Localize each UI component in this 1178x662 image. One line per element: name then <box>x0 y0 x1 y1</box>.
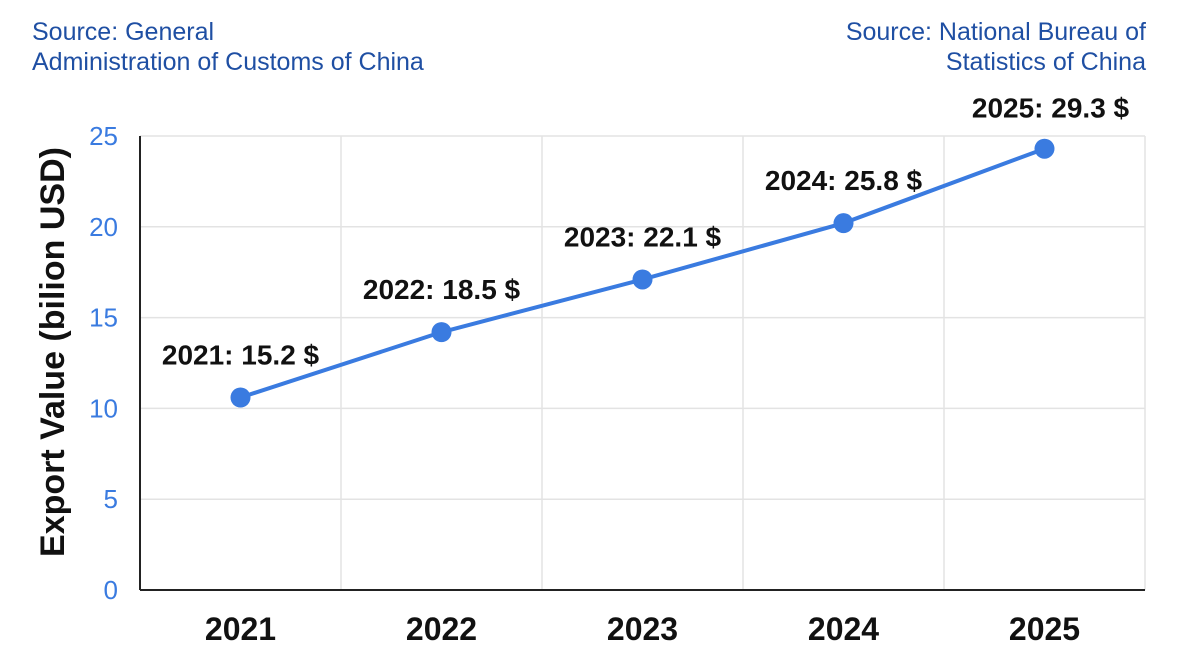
y-tick-label: 0 <box>104 575 118 605</box>
data-label: 2021: 15.2 $ <box>162 340 320 371</box>
source-left-line-1: Source: General <box>32 18 215 46</box>
data-label: 2025: 29.3 $ <box>972 93 1130 124</box>
x-tick-label: 2025 <box>1009 611 1080 647</box>
source-right-line-2: Statistics of China <box>945 48 1146 76</box>
data-point <box>230 387 251 408</box>
x-tick-label: 2023 <box>607 611 678 647</box>
data-labels: 2021: 15.2 $ 2022: 18.5 $ 2023: 22.1 $ 2024… <box>162 93 1130 371</box>
x-tick-label: 2021 <box>205 611 276 647</box>
data-point <box>431 322 452 343</box>
source-note-left: Source: General Administration of Custom… <box>32 17 424 77</box>
y-tick-label: 15 <box>89 303 118 333</box>
source-right-line-1: Source: National Bureau of <box>845 18 1146 46</box>
x-tick-label: 2024 <box>808 611 879 647</box>
axes <box>139 136 1145 591</box>
data-point <box>833 213 854 234</box>
y-tick-label: 5 <box>104 484 118 514</box>
data-points <box>230 138 1055 408</box>
y-tick-label: 10 <box>89 393 118 423</box>
data-point <box>1034 138 1055 159</box>
data-label: 2024: 25.8 $ <box>765 165 923 196</box>
x-tick-label: 2022 <box>406 611 477 647</box>
data-point <box>632 269 653 290</box>
data-label: 2022: 18.5 $ <box>363 274 521 305</box>
y-tick-label: 20 <box>89 212 118 242</box>
source-left-line-2: Administration of Customs of China <box>32 48 424 76</box>
data-label: 2023: 22.1 $ <box>564 221 722 252</box>
source-note-right: Source: National Bureau of Statistics of… <box>846 17 1146 77</box>
y-axis-label: Export Value (bilion USD) <box>34 147 72 557</box>
y-tick-label: 25 <box>89 121 118 151</box>
